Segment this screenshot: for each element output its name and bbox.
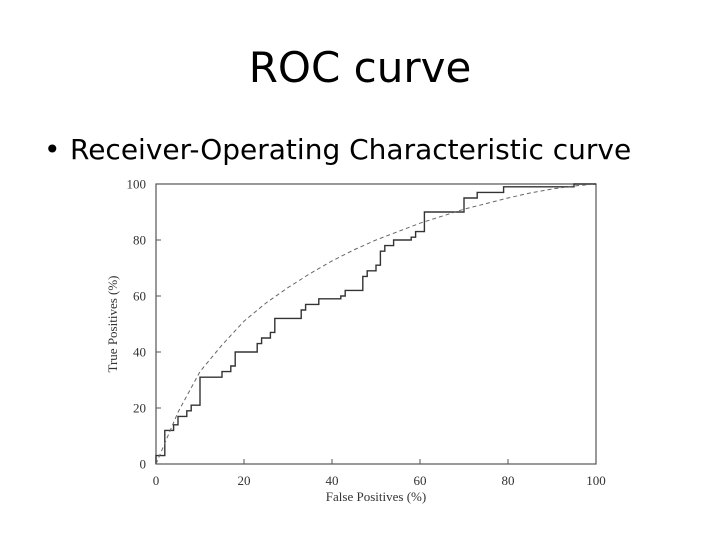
bullet-text: Receiver-Operating Characteristic curve [70,133,632,166]
x-tick-label: 60 [414,473,427,488]
bullet-item: • Receiver-Operating Characteristic curve [44,130,631,170]
x-tick-label: 100 [586,473,606,488]
x-tick-label: 20 [238,473,251,488]
y-tick-label: 20 [133,401,146,416]
empirical-roc-curve [155,183,596,464]
tick-group: 0 20 40 60 80 100 0 20 40 60 80 100 [127,177,606,489]
fitted-roc-curve [155,183,597,465]
slide-title: ROC curve [248,43,472,92]
y-tick-label: 80 [133,233,146,248]
x-tick-label: 0 [153,473,160,488]
plot-frame [155,183,597,465]
x-tick-label: 40 [326,473,339,488]
y-tick-label: 0 [140,457,147,472]
y-tick-label: 60 [133,289,146,304]
bullet-dot-icon: • [44,133,61,166]
x-tick-label: 80 [502,473,515,488]
y-tick-label: 40 [133,345,146,360]
x-axis-label: False Positives (%) [326,489,426,504]
series-group [155,183,597,465]
y-tick-label: 100 [127,177,147,192]
y-axis-label: True Positives (%) [105,275,120,372]
